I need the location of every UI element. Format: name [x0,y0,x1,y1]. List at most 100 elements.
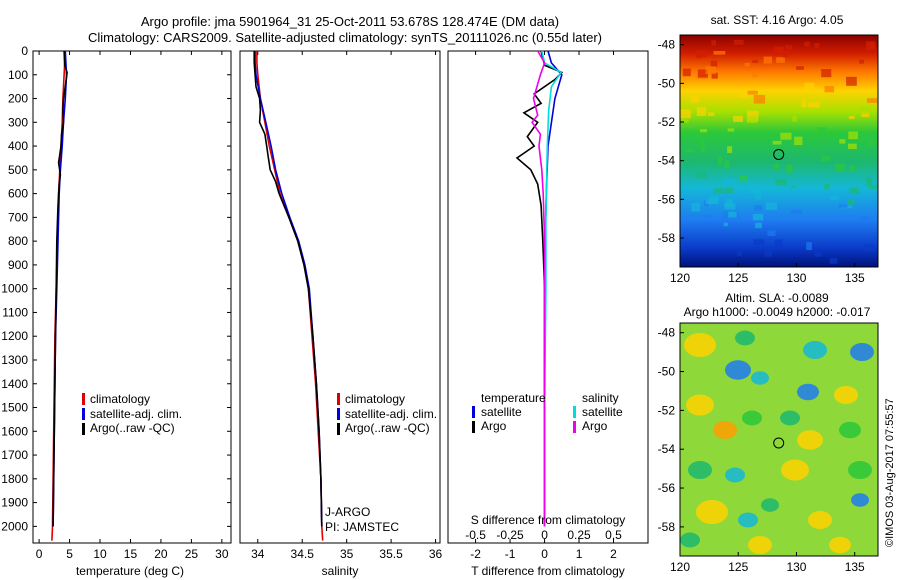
x-tick-label: 25 [185,547,199,561]
map-lon-label: 130 [786,271,806,285]
sla-texture-blob [725,360,751,380]
sst-texture-cell [775,179,787,186]
map-lat-label: -50 [658,76,676,90]
sst-texture-cell [684,158,695,163]
map-lat-label: -48 [658,326,676,340]
sst-texture-cell [724,187,734,194]
sla-texture-blob [851,493,869,507]
salinity-x-axis: 34 34.5 35 35.5 36 [251,51,443,561]
temperature-x-axis: 0 5 10 15 20 25 30 [36,51,229,561]
sla-texture-blob [688,461,712,479]
sst-texture-cell [839,139,846,144]
sst-texture-cell [814,43,820,48]
series-line-argo-raw-qc [52,50,68,527]
sst-texture-cell [868,184,878,189]
legend-label-argo: Argo(..raw -QC) [90,421,175,435]
map-lon-label: 125 [728,560,748,574]
sst-texture-cell [744,63,750,67]
sst-map-title: sat. SST: 4.16 Argo: 4.05 [711,13,844,27]
sst-texture-cell [780,132,792,140]
sla-texture-blob [839,421,861,439]
sst-texture-cell [863,215,870,221]
sst-texture-cell [699,139,705,146]
depth-tick-label: 1300 [1,353,28,367]
sst-texture-cell [821,156,831,162]
sst-texture-cell [838,204,848,208]
legend-swatch-s-argo [573,421,576,433]
sla-map-frame [679,322,879,557]
sst-texture-cell [830,195,839,200]
sst-texture-cell [860,106,870,114]
sst-texture-cell [682,68,691,77]
s-tick-label: -0.25 [496,528,524,542]
x-tick-label: 20 [154,547,168,561]
depth-tick-label: 500 [8,163,28,177]
sst-texture-cell [847,198,855,205]
legend-swatch-climatology [82,393,85,405]
legend-swatch-t-argo [472,421,475,433]
sst-texture-cell [849,165,856,171]
imos-credit: ©IMOS 03-Aug-2017 07:55:57 [884,398,896,547]
sst-texture-cell [807,101,820,108]
map-lat-label: -48 [658,38,676,52]
depth-tick-label: 1000 [1,282,28,296]
sst-texture-cell [736,248,742,256]
sla-map-title-line2: Argo h1000: -0.0049 h2000: -0.017 [684,305,871,319]
sst-texture-cell [767,230,776,236]
sst-texture-cell [727,146,733,153]
legend-swatch-satellite [337,408,340,420]
sla-texture-blob [848,461,872,479]
legend-label-t-satellite: satellite [481,405,522,419]
sst-texture-cell [834,163,846,171]
depth-tick-label: 700 [8,210,28,224]
legend-swatch-t-satellite [472,406,475,418]
sst-texture-cell [747,90,758,95]
sst-texture-cell [829,134,840,138]
sst-texture-cell [763,56,772,64]
series-line-argo-raw-qc [253,51,323,527]
sst-texture-cell [727,128,735,132]
sla-map-axes: 120 125 130 135 -48 -50 -52 -54 -56 -58 [658,326,865,574]
depth-tick-label: 300 [8,115,28,129]
sla-texture-blob [834,386,858,404]
sst-texture-cell [733,115,743,122]
x-tick-label: 10 [93,547,107,561]
sst-texture-cell [814,251,822,257]
x-tick-label: 5 [66,547,73,561]
sst-texture-cell [772,140,782,145]
map-lon-label: 120 [670,560,690,574]
legend-label-argo: Argo(..raw -QC) [345,421,430,435]
sst-texture-cell [725,198,733,207]
legend-label-satellite: satellite-adj. clim. [90,407,182,421]
figure-title-line2: Climatology: CARS2009. Satellite-adjuste… [88,30,602,45]
s-tick-label: 0 [541,528,548,542]
x-tick-label: 0 [541,547,548,561]
sst-texture-cell [755,222,762,229]
sst-texture-cell [824,183,830,190]
sla-texture-blob [696,500,728,524]
map-lon-label: 135 [845,560,865,574]
sst-texture-cell [699,129,707,133]
sla-texture-blob [781,459,809,481]
temperature-legend: climatology satellite-adj. clim. Argo(..… [82,392,182,435]
sst-texture-cell [848,115,855,120]
sst-texture-cell [681,119,689,123]
salinity-legend: climatology satellite-adj. clim. Argo(..… [337,392,437,435]
legend-swatch-argo [82,423,85,435]
sla-texture-blob [686,394,714,416]
s-tick-label: -0.5 [465,528,486,542]
sla-texture-blob [680,532,700,548]
sst-texture-cell [861,111,870,118]
sst-texture-cell [703,214,710,218]
sla-texture-blob [735,330,755,346]
sst-texture-cell [794,136,803,146]
sst-texture-cell [753,239,765,245]
salinity-plot-frame [239,50,441,544]
x-tick-label: 2 [610,547,617,561]
depth-tick-label: 900 [8,258,28,272]
sst-texture-cell [710,60,718,67]
map-lat-label: -54 [658,154,676,168]
sla-texture-blob [803,341,827,359]
difference-s-x-label: S difference from climatology [471,513,626,527]
x-tick-label: 30 [215,547,229,561]
